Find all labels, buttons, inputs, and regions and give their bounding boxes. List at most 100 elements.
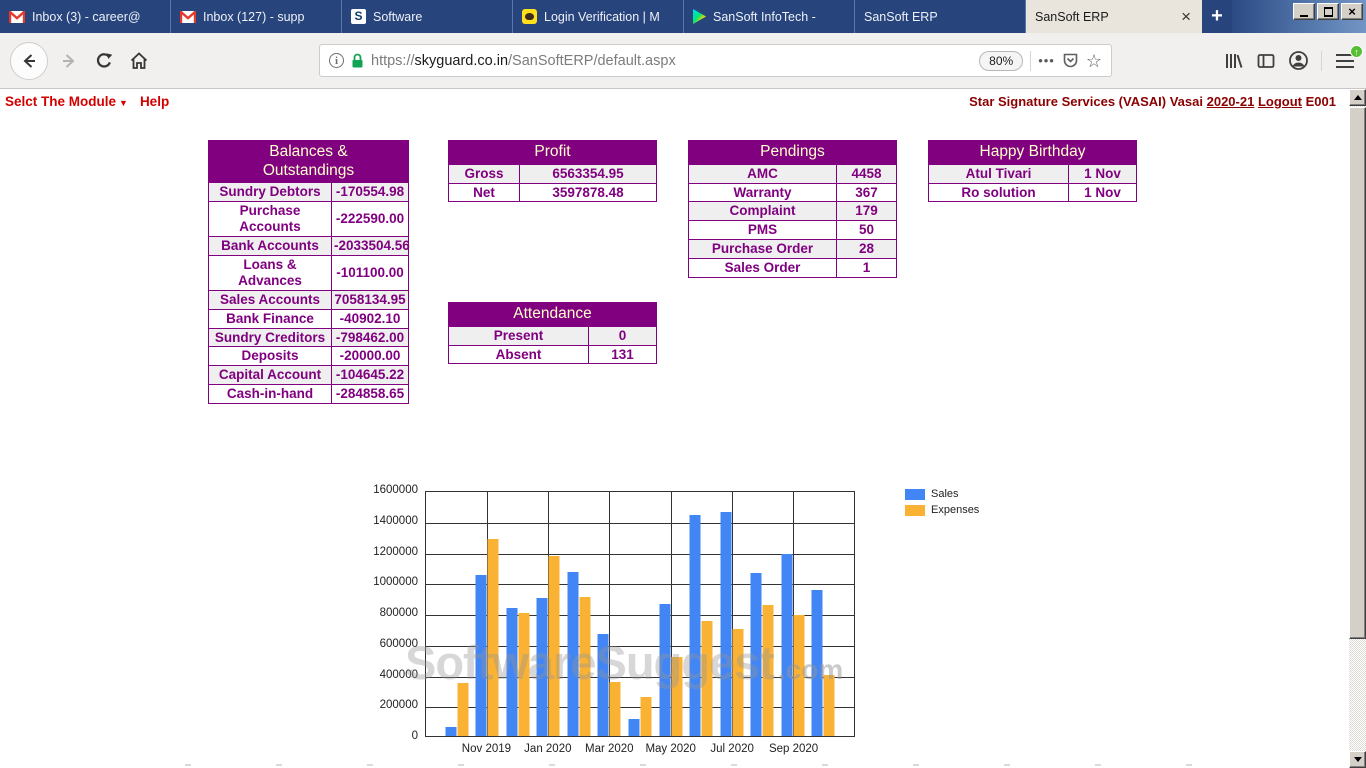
browser-tab-7[interactable]: SanSoft ERP × <box>1026 0 1202 33</box>
software-s-icon: S <box>351 9 366 24</box>
h-gridline <box>426 615 854 616</box>
row-value: 1 Nov <box>1068 183 1136 202</box>
tab-bar-filler: × <box>1232 0 1366 33</box>
row-label: Bank Accounts <box>221 237 319 253</box>
row-value: 50 <box>836 221 896 240</box>
profit-row: Gross 6563354.95 <box>449 163 656 183</box>
row-value: 3597878.48 <box>519 183 656 202</box>
session-info: Star Signature Services (VASAI) Vasai 20… <box>969 94 1346 109</box>
mailchimp-icon <box>522 9 537 24</box>
v-gridline <box>792 492 794 736</box>
row-value: -20000.00 <box>331 347 408 366</box>
new-tab-button[interactable]: + <box>1211 5 1223 27</box>
browser-tab-2[interactable]: Inbox (127) - supp <box>171 0 342 33</box>
balances-row: Purchase Accounts -222590.00 <box>209 201 408 236</box>
row-label: Net <box>473 184 495 200</box>
url-host: skyguard.co.in <box>414 52 509 69</box>
row-label: Sales Accounts <box>219 291 321 307</box>
y-axis-label: 600000 <box>379 637 418 650</box>
module-menu[interactable]: Selct The Module ▼ <box>5 94 128 109</box>
legend-label: Expenses <box>931 504 980 516</box>
browser-toolbar: i https://skyguard.co.in/SanSoftERP/defa… <box>0 33 1366 89</box>
fiscal-year-link[interactable]: 2020-21 <box>1206 94 1255 109</box>
vertical-scrollbar[interactable] <box>1349 89 1366 768</box>
forward-arrow-icon <box>63 53 75 68</box>
balances-row: Cash-in-hand -284858.65 <box>209 384 408 404</box>
bookmark-star-icon[interactable]: ☆ <box>1085 50 1102 71</box>
legend-label: Sales <box>931 488 959 500</box>
row-value: 28 <box>836 240 896 259</box>
window-restore-button[interactable] <box>1317 3 1339 20</box>
x-axis-label: May 2020 <box>645 743 696 755</box>
pendings-table-title: Pendings <box>689 141 896 164</box>
pocket-icon[interactable] <box>1062 52 1079 69</box>
module-menu-label: Selct The Module <box>5 94 117 109</box>
bar-expenses <box>548 556 560 736</box>
h-gridline <box>426 584 854 586</box>
y-axis-label: 1200000 <box>373 545 418 558</box>
url-bar[interactable]: i https://skyguard.co.in/SanSoftERP/defa… <box>319 44 1112 77</box>
v-gridline <box>609 492 611 736</box>
scroll-up-icon <box>1353 95 1362 100</box>
browser-tab-6[interactable]: SanSoft ERP <box>855 0 1026 33</box>
scroll-down-button[interactable] <box>1349 751 1366 768</box>
page-info-icon[interactable]: i <box>329 53 344 68</box>
bar-expenses <box>457 683 469 736</box>
scroll-up-button[interactable] <box>1349 89 1366 106</box>
h-gridline <box>426 676 854 678</box>
row-value: -798462.00 <box>331 328 408 347</box>
browser-tab-4[interactable]: Login Verification | M <box>513 0 684 33</box>
browser-tab-5[interactable]: SanSoft InfoTech - <box>684 0 855 33</box>
page-actions-icon[interactable]: ••• <box>1038 53 1055 68</box>
back-button[interactable] <box>10 41 48 80</box>
account-icon[interactable] <box>1288 50 1309 71</box>
profit-row: Net 3597878.48 <box>449 182 656 202</box>
tab-label: Inbox (3) - career@ <box>32 9 141 24</box>
bar-group-may-2020 <box>659 604 683 736</box>
tab-close-icon[interactable]: × <box>1181 7 1191 26</box>
row-label: PMS <box>747 222 778 238</box>
browser-tab-1[interactable]: Inbox (3) - career@ <box>0 0 171 33</box>
scrollbar-thumb[interactable] <box>1349 107 1366 639</box>
balances-row: Bank Finance -40902.10 <box>209 308 408 328</box>
y-axis-label: 1000000 <box>373 576 418 589</box>
balances-row: Sundry Creditors -798462.00 <box>209 327 408 347</box>
row-value: 367 <box>836 183 896 202</box>
row-label: Cash-in-hand <box>226 386 314 402</box>
back-arrow-icon <box>23 53 35 68</box>
bar-sales <box>628 719 640 736</box>
browser-tab-3[interactable]: S Software <box>342 0 513 33</box>
birthday-row: Atul Tivari 1 Nov <box>929 163 1136 183</box>
row-label: Warranty <box>733 184 792 200</box>
help-menu[interactable]: Help <box>139 94 170 109</box>
row-value: 4458 <box>836 164 896 183</box>
reload-icon <box>96 52 113 68</box>
bar-group-oct-2020 <box>811 590 835 736</box>
sidebar-toggle-icon[interactable] <box>1256 51 1276 71</box>
window-minimize-button[interactable] <box>1293 3 1315 20</box>
bar-expenses <box>640 697 652 736</box>
hamburger-icon <box>1336 53 1354 56</box>
balances-row: Deposits -20000.00 <box>209 346 408 366</box>
zoom-level-badge[interactable]: 80% <box>979 50 1024 71</box>
bar-expenses <box>609 682 621 736</box>
h-gridline <box>426 707 854 709</box>
profit-table-title: Profit <box>449 141 656 164</box>
home-button[interactable] <box>124 46 154 76</box>
menu-button[interactable]: ↑ <box>1334 44 1363 70</box>
window-close-button[interactable]: × <box>1341 3 1363 20</box>
pendings-row: PMS 50 <box>689 220 896 240</box>
logout-link[interactable]: Logout <box>1257 94 1302 109</box>
page-content: Selct The Module ▼ Help Star Signature Se… <box>0 89 1366 768</box>
pendings-table: Pendings AMC 4458 Warranty 367 Complaint 179 PM… <box>688 140 897 279</box>
pendings-row: Warranty 367 <box>689 182 896 202</box>
row-label: Purchase Order <box>711 241 814 257</box>
reload-button[interactable] <box>89 46 119 76</box>
library-icon[interactable] <box>1224 51 1244 71</box>
forward-button[interactable] <box>54 46 84 76</box>
row-value: -40902.10 <box>331 309 408 328</box>
bar-group-mar-2020 <box>597 634 621 736</box>
row-label: Sundry Debtors <box>219 184 321 200</box>
balances-row: Bank Accounts -2033504.56 <box>209 235 410 255</box>
bar-group-dec-2019 <box>506 608 530 736</box>
